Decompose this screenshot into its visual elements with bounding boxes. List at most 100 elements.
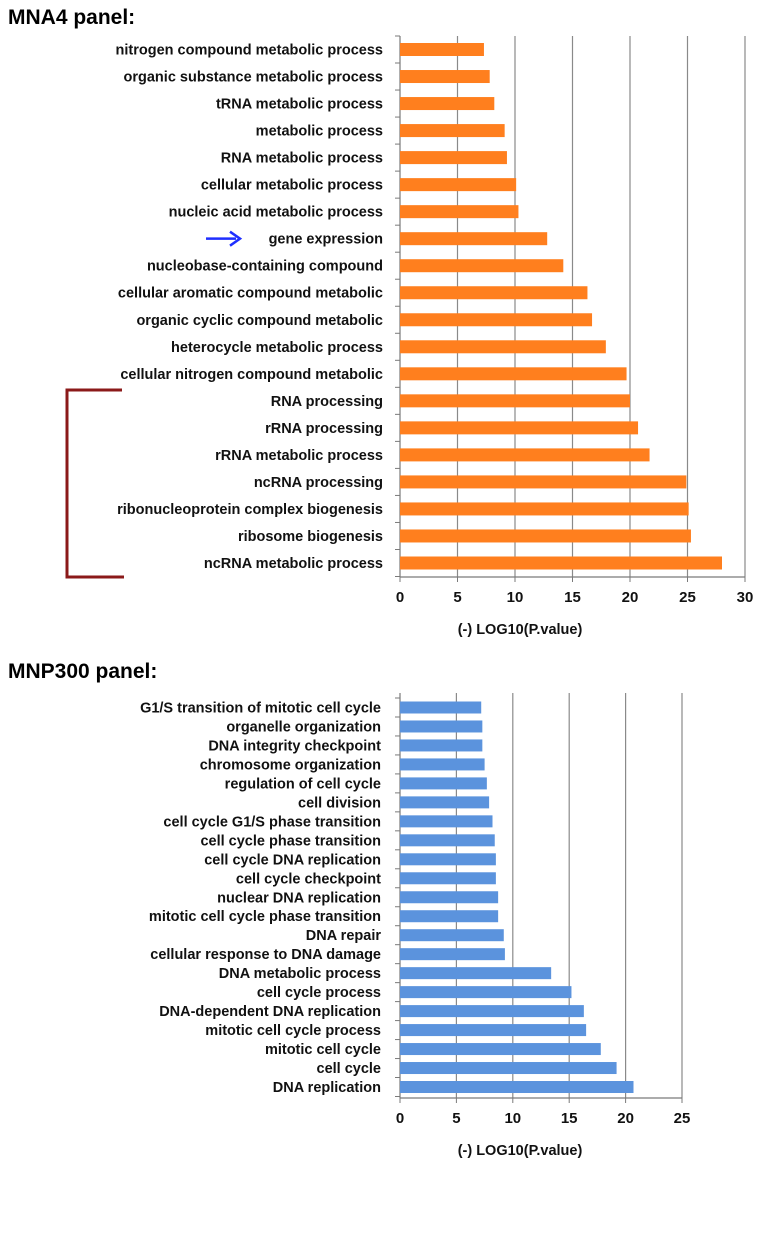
bar xyxy=(400,286,588,300)
mnp300-panel-title: MNP300 panel: xyxy=(8,660,158,683)
bar xyxy=(400,556,722,570)
category-label: organic substance metabolic process xyxy=(124,70,383,86)
bar xyxy=(400,70,490,84)
bar xyxy=(400,777,487,790)
category-label: RNA metabolic process xyxy=(221,151,383,167)
category-label: RNA processing xyxy=(271,394,383,410)
bar xyxy=(400,124,505,138)
bar xyxy=(400,1024,587,1037)
category-label: organelle organization xyxy=(226,719,381,735)
bar xyxy=(400,815,493,828)
bar xyxy=(400,1005,584,1018)
bar xyxy=(400,834,495,847)
category-label: gene expression xyxy=(269,232,383,248)
category-label: cell division xyxy=(298,795,381,811)
bar xyxy=(400,313,593,327)
category-label: cell cycle phase transition xyxy=(200,833,381,849)
x-tick-label: 15 xyxy=(564,589,581,606)
category-label: cellular metabolic process xyxy=(201,178,383,194)
category-label: cellular aromatic compound metabolic xyxy=(118,286,383,302)
category-label: rRNA metabolic process xyxy=(215,448,383,464)
category-label: cell cycle G1/S phase transition xyxy=(163,814,381,830)
bar xyxy=(400,205,519,219)
category-label: DNA replication xyxy=(273,1080,381,1096)
category-label: regulation of cell cycle xyxy=(225,776,381,792)
category-label: ncRNA processing xyxy=(254,475,383,491)
bar xyxy=(400,872,496,885)
category-label: ribonucleoprotein complex biogenesis xyxy=(117,502,383,518)
bar xyxy=(400,529,691,543)
bar xyxy=(400,43,484,56)
bar xyxy=(400,758,485,771)
x-tick-label: 10 xyxy=(504,1110,521,1127)
category-label: DNA integrity checkpoint xyxy=(208,738,381,754)
bar xyxy=(400,178,517,192)
bar xyxy=(400,475,687,489)
category-label: metabolic process xyxy=(256,124,383,140)
bar xyxy=(400,97,495,111)
category-label: rRNA processing xyxy=(265,421,383,437)
category-label: cell cycle xyxy=(317,1061,382,1077)
mna4-bar-chart: nitrogen compound metabolic process organ… xyxy=(65,35,754,638)
bar xyxy=(400,232,548,246)
x-tick-label: 20 xyxy=(622,589,639,606)
x-tick-label: 25 xyxy=(679,589,696,606)
category-label: ncRNA metabolic process xyxy=(204,556,383,572)
category-label: G1/S transition of mitotic cell cycle xyxy=(140,701,381,717)
bar xyxy=(400,701,482,714)
arrow-head-icon xyxy=(229,230,243,247)
bar xyxy=(400,448,650,462)
bar xyxy=(400,891,499,904)
bar xyxy=(400,720,483,733)
bar xyxy=(400,340,606,354)
bar xyxy=(400,367,627,381)
bracket xyxy=(65,388,124,579)
category-label: DNA metabolic process xyxy=(219,966,381,982)
bar xyxy=(400,948,505,961)
bar xyxy=(400,967,552,980)
bar xyxy=(400,929,504,942)
bar xyxy=(400,910,499,923)
category-label: mitotic cell cycle phase transition xyxy=(149,909,381,925)
x-tick-label: 30 xyxy=(737,589,754,606)
category-label: nucleic acid metabolic process xyxy=(169,205,383,221)
category-label: DNA repair xyxy=(306,928,382,944)
bar xyxy=(400,1043,601,1056)
mna4-panel-title: MNA4 panel: xyxy=(8,6,136,29)
category-label: cellular nitrogen compound metabolic xyxy=(120,367,383,383)
x-tick-label: 15 xyxy=(561,1110,578,1127)
x-tick-label: 20 xyxy=(617,1110,634,1127)
category-label: tRNA metabolic process xyxy=(216,97,383,113)
bar xyxy=(400,853,496,866)
bar xyxy=(400,739,483,752)
category-label: organic cyclic compound metabolic xyxy=(136,313,383,329)
x-axis-label: (-) LOG10(P.value) xyxy=(458,1143,583,1159)
x-tick-label: 0 xyxy=(396,589,404,606)
bar xyxy=(400,1081,634,1093)
category-label: ribosome biogenesis xyxy=(238,529,383,545)
bar xyxy=(400,986,572,999)
category-label: chromosome organization xyxy=(200,757,381,773)
bar xyxy=(400,502,689,516)
category-label: cell cycle process xyxy=(257,985,381,1001)
bar xyxy=(400,394,630,408)
bar xyxy=(400,151,507,165)
x-axis-label: (-) LOG10(P.value) xyxy=(458,622,583,638)
x-tick-label: 25 xyxy=(674,1110,691,1127)
category-label: mitotic cell cycle process xyxy=(205,1023,381,1039)
category-label: cell cycle checkpoint xyxy=(236,871,381,887)
x-tick-label: 5 xyxy=(452,1110,460,1127)
category-label: cellular response to DNA damage xyxy=(150,947,381,963)
bar xyxy=(400,796,490,809)
category-label: mitotic cell cycle xyxy=(265,1042,381,1058)
x-tick-label: 10 xyxy=(507,589,524,606)
category-label: cell cycle DNA replication xyxy=(204,852,381,868)
x-tick-label: 5 xyxy=(453,589,461,606)
category-label: DNA-dependent DNA replication xyxy=(159,1004,381,1020)
x-tick-label: 0 xyxy=(396,1110,404,1127)
category-label: nitrogen compound metabolic process xyxy=(116,43,383,59)
category-label: nuclear DNA replication xyxy=(217,890,381,906)
category-label: nucleobase-containing compound xyxy=(147,259,383,275)
category-label: heterocycle metabolic process xyxy=(171,340,383,356)
